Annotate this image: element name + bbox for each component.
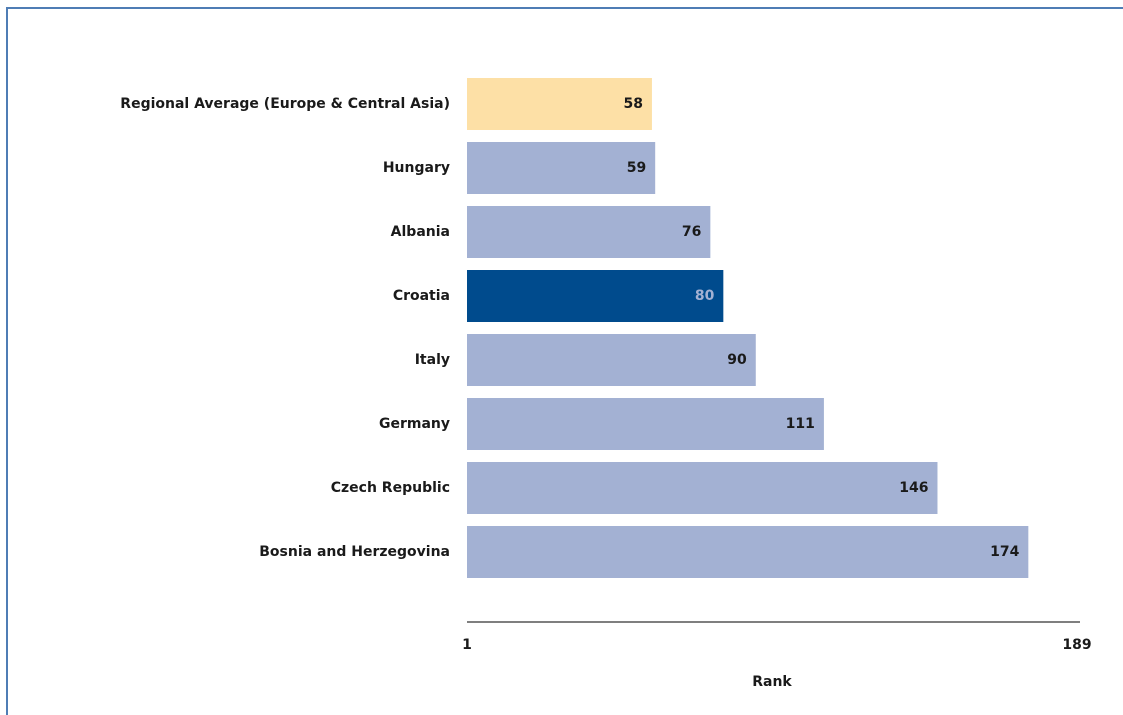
bar [467, 78, 652, 130]
y-tick-label: Germany [379, 416, 450, 432]
bar [467, 206, 711, 258]
value-label: 80 [695, 288, 715, 304]
value-label: 76 [682, 224, 701, 240]
x-tick-label: 189 [1062, 637, 1091, 653]
y-tick-label: Bosnia and Herzegovina [259, 544, 450, 560]
x-axis-label: Rank [752, 674, 792, 690]
value-label: 90 [727, 352, 747, 368]
y-tick-label: Croatia [393, 288, 450, 304]
bar [467, 142, 656, 194]
value-label: 174 [990, 544, 1019, 560]
bar [467, 526, 1029, 578]
value-label: 58 [623, 96, 642, 112]
bar [467, 334, 756, 386]
bar [467, 398, 824, 450]
value-label: 146 [899, 480, 928, 496]
y-tick-label: Czech Republic [331, 480, 450, 496]
frame [6, 7, 1123, 715]
value-label: 111 [786, 416, 815, 432]
y-tick-label: Regional Average (Europe & Central Asia) [120, 96, 450, 112]
y-tick-label: Hungary [383, 160, 450, 176]
bar [467, 462, 938, 514]
y-tick-label: Albania [391, 224, 450, 240]
x-tick-label: 1 [462, 637, 472, 653]
y-tick-label: Italy [415, 352, 450, 368]
value-label: 59 [627, 160, 646, 176]
bar [467, 270, 724, 322]
